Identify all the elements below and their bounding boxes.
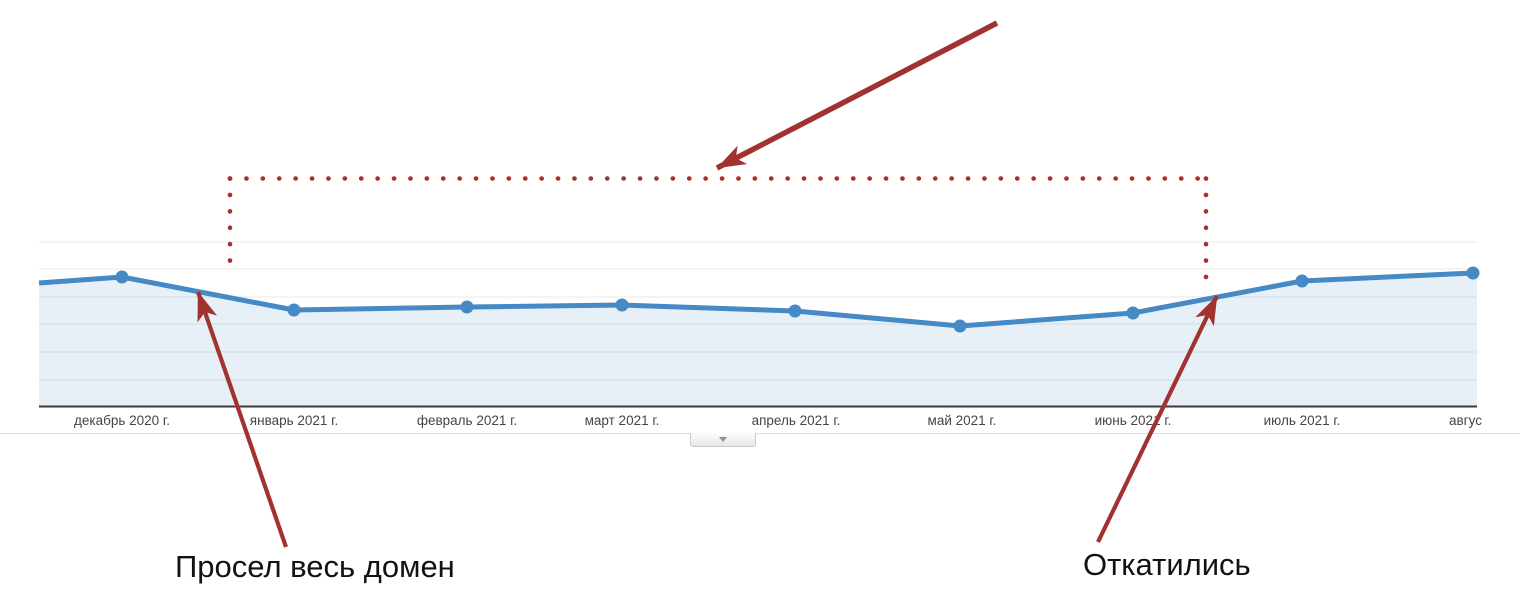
annotations-collapse-tab[interactable] (690, 433, 756, 447)
data-point[interactable] (115, 270, 129, 284)
data-point[interactable] (615, 298, 629, 312)
data-point[interactable] (788, 304, 802, 318)
x-axis-label: декабрь 2020 г. (74, 413, 170, 428)
x-axis-label: июнь 2021 г. (1094, 413, 1172, 428)
x-axis-label: апрель 2021 г. (751, 413, 841, 428)
data-point[interactable] (287, 303, 301, 317)
x-axis-label: авгус (1449, 413, 1482, 428)
data-point[interactable] (1295, 274, 1309, 288)
data-point[interactable] (1126, 306, 1140, 320)
annotation-label-right: Откатились (1083, 547, 1251, 582)
data-point[interactable] (1466, 266, 1480, 280)
chevron-down-icon (719, 437, 727, 442)
x-axis-label: февраль 2021 г. (416, 413, 518, 428)
data-point[interactable] (953, 319, 967, 333)
annotation-label-left: Просел весь домен (175, 549, 455, 584)
axis-separator-line (0, 433, 1520, 434)
x-axis-label: май 2021 г. (927, 413, 997, 428)
x-axis-label: июль 2021 г. (1263, 413, 1341, 428)
x-axis: декабрь 2020 г. январь 2021 г. февраль 202… (0, 408, 1520, 433)
x-axis-label: март 2021 г. (584, 413, 660, 428)
x-axis-label: январь 2021 г. (249, 413, 339, 428)
data-point[interactable] (460, 300, 474, 314)
